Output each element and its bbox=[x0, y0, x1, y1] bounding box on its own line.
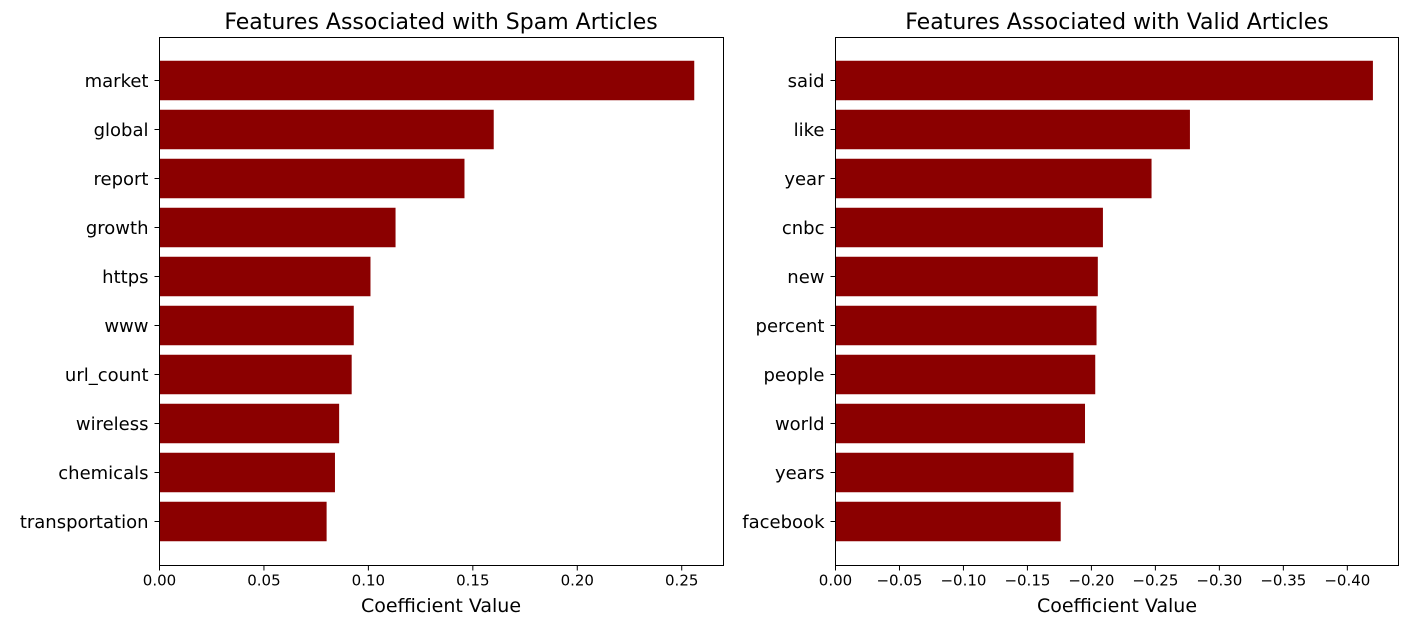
spam-bar-report bbox=[159, 158, 465, 199]
valid-category-label: facebook bbox=[742, 512, 825, 533]
valid-category-label: said bbox=[788, 71, 825, 92]
spam-bar-transportation bbox=[159, 501, 327, 542]
spam-bar-www bbox=[159, 305, 354, 346]
valid-bar-like bbox=[835, 109, 1190, 150]
valid-category-label: years bbox=[775, 463, 825, 484]
spam-features-panel: Features Associated with Spam Articles C… bbox=[20, 10, 724, 617]
valid-bars bbox=[835, 60, 1373, 542]
valid-bar-facebook bbox=[835, 501, 1061, 542]
spam-bar-https bbox=[159, 256, 371, 297]
spam-bar-market bbox=[159, 60, 695, 101]
spam-bar-growth bbox=[159, 207, 396, 248]
valid-bar-new bbox=[835, 256, 1098, 297]
spam-plot-frame bbox=[159, 37, 724, 566]
valid-bar-world bbox=[835, 403, 1086, 444]
valid-bar-said bbox=[835, 60, 1373, 101]
valid-x-tick-label: −0.05 bbox=[876, 572, 922, 590]
valid-chart-title: Features Associated with Valid Articles bbox=[905, 10, 1329, 35]
valid-bar-year bbox=[835, 158, 1152, 199]
spam-category-label: market bbox=[85, 71, 149, 92]
valid-bar-percent bbox=[835, 305, 1097, 346]
valid-x-tick-label: −0.10 bbox=[940, 572, 986, 590]
spam-category-label: https bbox=[102, 267, 148, 288]
spam-bar-wireless bbox=[159, 403, 340, 444]
spam-bars bbox=[159, 60, 695, 542]
valid-category-label: cnbc bbox=[782, 218, 825, 239]
valid-category-label: new bbox=[787, 267, 824, 288]
valid-bar-years bbox=[835, 452, 1074, 493]
valid-plot-frame bbox=[835, 37, 1399, 566]
spam-category-label: chemicals bbox=[58, 463, 148, 484]
valid-x-tick-label: −0.35 bbox=[1260, 572, 1306, 590]
spam-bar-global bbox=[159, 109, 494, 150]
valid-x-tick-label: 0.00 bbox=[819, 572, 852, 590]
valid-category-label: like bbox=[794, 120, 825, 141]
valid-bar-people bbox=[835, 354, 1096, 395]
spam-x-tick-label: 0.20 bbox=[561, 572, 594, 590]
valid-category-label: people bbox=[763, 365, 824, 386]
spam-chart-title: Features Associated with Spam Articles bbox=[224, 10, 657, 35]
valid-x-ticks: 0.00 −0.05 −0.10 −0.15 −0.20 −0.25 −0.30 −0.35−… bbox=[819, 80, 1370, 590]
spam-category-label: wireless bbox=[76, 414, 149, 435]
valid-features-panel: Features Associated with Valid Articles … bbox=[742, 10, 1399, 617]
valid-x-axis-label: Coefficient Value bbox=[1037, 595, 1197, 617]
valid-category-label: year bbox=[784, 169, 825, 190]
spam-bar-url-count bbox=[159, 354, 352, 395]
spam-x-tick-label: 0.25 bbox=[665, 572, 698, 590]
spam-x-ticks: 0.00 0.05 0.10 0.15 0.20 0.25 bbox=[143, 80, 698, 590]
valid-x-tick-label: −0.20 bbox=[1068, 572, 1114, 590]
valid-category-label: percent bbox=[756, 316, 825, 337]
valid-x-tick-label: −0.25 bbox=[1132, 572, 1178, 590]
valid-category-label: world bbox=[775, 414, 825, 435]
spam-category-label: report bbox=[94, 169, 149, 190]
spam-x-axis-label: Coefficient Value bbox=[361, 595, 521, 617]
spam-category-label: url_count bbox=[65, 365, 149, 386]
valid-x-tick-label: −0.30 bbox=[1196, 572, 1242, 590]
spam-x-tick-label: 0.00 bbox=[143, 572, 176, 590]
valid-x-tick-label: −0.15 bbox=[1004, 572, 1050, 590]
valid-x-tick-label: −0.40 bbox=[1324, 572, 1370, 590]
valid-bar-cnbc bbox=[835, 207, 1103, 248]
spam-category-label: growth bbox=[86, 218, 149, 239]
spam-category-label: www bbox=[104, 316, 148, 337]
spam-category-label: global bbox=[94, 120, 149, 141]
spam-x-tick-label: 0.05 bbox=[247, 572, 280, 590]
spam-category-label: transportation bbox=[20, 512, 149, 533]
valid-category-labels: said like year cnbc new percent people world yea… bbox=[742, 71, 825, 533]
spam-x-tick-label: 0.10 bbox=[352, 572, 385, 590]
spam-x-tick-label: 0.15 bbox=[456, 572, 489, 590]
spam-category-labels: market global report growth https www url_coun… bbox=[20, 71, 149, 533]
spam-bar-chemicals bbox=[159, 452, 335, 493]
